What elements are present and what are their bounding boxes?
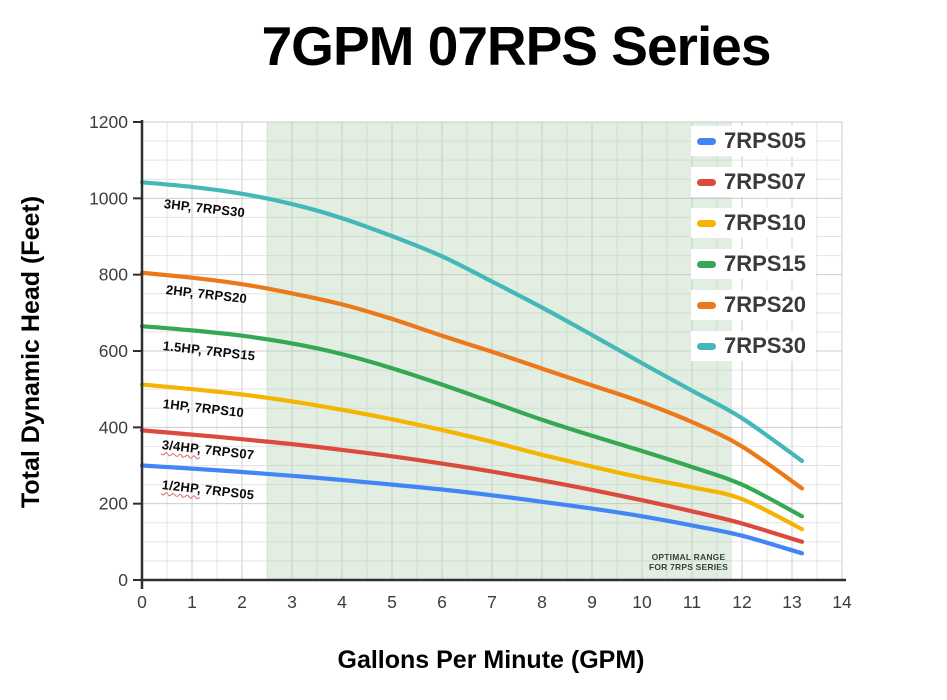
x-tick-label: 7 (487, 592, 497, 612)
legend-label: 7RPS30 (724, 333, 806, 358)
legend-swatch-7RPS07 (697, 178, 716, 186)
legend-label: 7RPS20 (724, 292, 806, 317)
legend-swatch-7RPS30 (697, 342, 716, 350)
x-tick-label: 1 (187, 592, 197, 612)
series-line-7RPS15 (139, 324, 805, 519)
y-tick-label: 0 (118, 570, 128, 590)
x-tick-label: 13 (782, 592, 801, 612)
series-line-7RPS05 (139, 463, 805, 556)
x-tick-label: 6 (437, 592, 447, 612)
series-line-7RPS30 (139, 180, 805, 463)
legend-item-7RPS30: 7RPS30 (691, 331, 816, 361)
legend-swatch-7RPS10 (697, 219, 716, 227)
x-tick-label: 0 (137, 592, 147, 612)
series-line-7RPS07 (139, 428, 805, 544)
y-tick-label: 1200 (89, 112, 128, 132)
legend-swatch-7RPS20 (697, 301, 716, 309)
optimal-range-band (267, 122, 732, 579)
chart-title: 7GPM 07RPS Series (261, 15, 772, 77)
legend-item-7RPS05: 7RPS05 (691, 126, 816, 156)
series-line-7RPS20 (139, 270, 805, 491)
legend-label: 7RPS07 (724, 169, 806, 194)
series-line-7RPS10 (139, 382, 805, 532)
x-tick-label: 2 (237, 592, 247, 612)
legend-item-7RPS10: 7RPS10 (691, 208, 816, 238)
x-tick-label: 14 (832, 592, 852, 612)
x-tick-label: 11 (683, 592, 701, 612)
x-tick-label: 5 (387, 592, 397, 612)
x-tick-label: 8 (537, 592, 547, 612)
y-tick-label: 600 (99, 341, 128, 361)
legend-item-7RPS07: 7RPS07 (691, 167, 816, 197)
legend-item-7RPS20: 7RPS20 (691, 290, 816, 320)
legend-label: 7RPS05 (724, 128, 806, 153)
x-tick-label: 4 (337, 592, 347, 612)
optimal-range-line2: FOR 7RPS SERIES (648, 562, 729, 572)
x-tick-label: 10 (632, 592, 652, 612)
legend-swatch-7RPS05 (697, 137, 716, 145)
y-tick-label: 400 (99, 417, 128, 437)
legend-label: 7RPS10 (724, 210, 806, 235)
x-tick-label: 9 (587, 592, 597, 612)
y-tick-label: 1000 (89, 188, 128, 208)
optimal-range-label: OPTIMAL RANGE FOR 7RPS SERIES (645, 552, 732, 572)
optimal-range-line1: OPTIMAL RANGE (651, 552, 726, 562)
legend-label: 7RPS15 (724, 251, 806, 276)
y-tick-label: 200 (99, 494, 128, 514)
x-axis-title: Gallons Per Minute (GPM) (337, 646, 645, 674)
legend-swatch-7RPS15 (697, 260, 716, 268)
y-tick-label: 800 (99, 265, 128, 285)
legend-item-7RPS15: 7RPS15 (691, 249, 816, 279)
x-tick-label: 12 (732, 592, 751, 612)
x-tick-label: 3 (287, 592, 297, 612)
